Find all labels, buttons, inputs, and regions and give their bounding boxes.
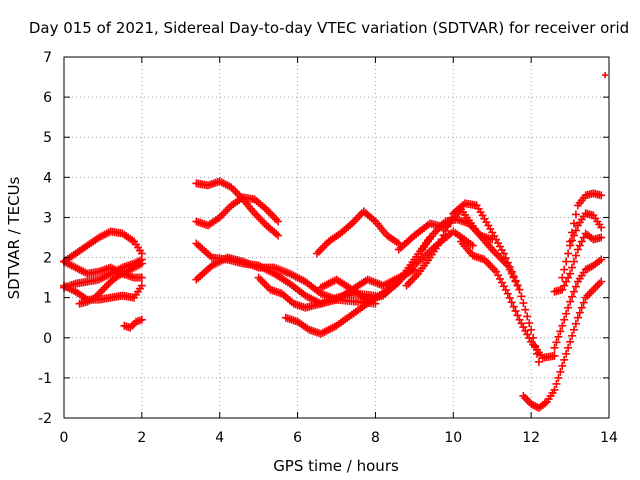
x-tick-label: 14: [600, 430, 618, 446]
x-tick-label: 8: [371, 430, 380, 446]
series-18: [418, 215, 497, 254]
series-17: [457, 237, 559, 362]
x-tick-label: 10: [444, 430, 462, 446]
x-tick-label: 4: [215, 430, 224, 446]
series-5: [75, 259, 146, 308]
series-7: [192, 177, 283, 240]
y-tick-label: 4: [43, 170, 52, 186]
y-axis-label: SDTVAR / TECUs: [5, 176, 23, 299]
x-tick-label: 6: [293, 430, 302, 446]
y-axis-tick-labels: -2 -1 0 1 2 3 4 5 6 7: [38, 50, 52, 427]
x-tick-label: 2: [137, 430, 146, 446]
x-axis-tick-labels: 0 2 4 6 8 10 12 14: [60, 430, 618, 446]
series-19: [519, 277, 606, 412]
x-axis-label: GPS time / hours: [273, 457, 399, 475]
series-20: [550, 255, 606, 352]
y-tick-label: -1: [38, 371, 52, 387]
y-tick-label: 3: [43, 210, 52, 226]
series-23: [566, 189, 606, 246]
y-tick-label: 6: [43, 90, 52, 106]
series-2: [60, 227, 146, 266]
y-tick-label: 0: [43, 331, 52, 347]
y-tick-label: 5: [43, 130, 52, 146]
series-24: [602, 72, 609, 79]
y-tick-label: 7: [43, 50, 52, 66]
y-tick-label: 1: [43, 291, 52, 307]
series-13: [316, 233, 434, 304]
x-tick-label: 0: [60, 430, 69, 446]
series-14: [313, 207, 403, 258]
y-tick-label: -2: [38, 411, 52, 427]
series-6: [120, 315, 146, 332]
series-8: [192, 193, 283, 230]
series-21: [550, 229, 606, 296]
data-series: [60, 72, 609, 412]
axis-ticks: [63, 56, 610, 419]
plot-frame: [63, 56, 610, 419]
y-tick-label: 2: [43, 251, 52, 267]
chart-title: Day 015 of 2021, Sidereal Day-to-day VTE…: [29, 19, 629, 37]
x-tick-label: 12: [522, 430, 540, 446]
